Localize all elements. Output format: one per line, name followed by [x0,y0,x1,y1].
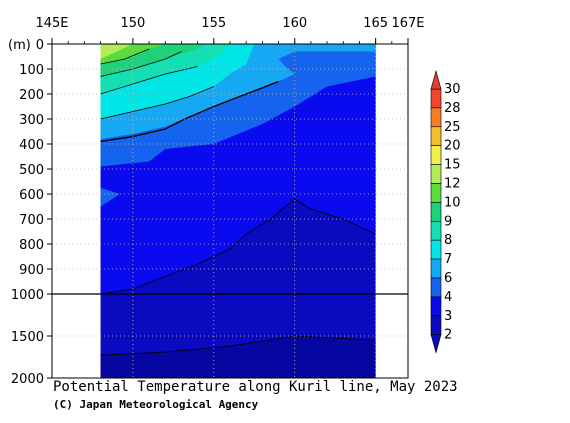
y-tick-label: 0 [36,38,44,53]
colorbar-label: 10 [444,195,461,210]
colorbar-label: 3 [444,309,452,324]
colorbar-label: 8 [444,233,452,248]
contour-line [100,86,214,120]
colorbar-swatch-9-10 [430,202,442,222]
colorbar-swatch-7-8 [430,239,442,260]
colorbar: 30 28 25 20 15 12 10 9 8 7 6 4 3 2 [430,69,461,354]
axes: 145E 150 155 160 165 167E 0 100 200 300 400 500 600 7… [8,16,425,387]
y-tick-label: 400 [19,138,44,153]
colorbar-label: 20 [444,139,461,154]
colorbar-label: 28 [444,101,461,116]
contour-fill-layer [100,44,376,378]
y-tick-label: 800 [19,238,44,253]
y-tick-label: 900 [19,263,44,278]
y-tick-label: 600 [19,188,44,203]
contour-region-12-15 [100,44,133,59]
colorbar-swatch-20-25 [430,126,442,147]
colorbar-label: 7 [444,252,452,267]
colorbar-swatch-15-20 [430,145,442,165]
colorbar-swatch-12-15 [430,164,442,184]
colorbar-swatch-3-4 [430,296,442,317]
contour-line [100,66,198,95]
contour-line [100,48,150,65]
colorbar-label: 12 [444,177,461,192]
depth-unit-label: (m) [8,38,31,53]
contour-line [100,51,182,77]
y-tick-label: 200 [19,88,44,103]
contour-region-6-7 [294,44,376,52]
colorbar-label: 25 [444,120,461,135]
colorbar-swatch-28-30 [430,88,442,109]
x-tick-label: 155 [201,16,226,31]
colorbar-swatch-10-12 [430,183,442,203]
chart-credit: (C) Japan Meteorological Agency [53,398,259,411]
x-tick-label: 165 [363,16,388,31]
colorbar-label: 2 [444,328,452,343]
y-tick-label: 300 [19,113,44,128]
colorbar-top-arrow [430,69,442,90]
colorbar-swatch-8-9 [430,221,442,241]
chart-title: Potential Temperature along Kuril line, … [53,379,458,395]
colorbar-label: 6 [444,271,452,286]
y-tick-label: 100 [19,63,44,78]
x-tick-label: 160 [282,16,307,31]
y-tick-label: 2000 [11,372,44,387]
colorbar-bottom-arrow [430,334,442,354]
x-tick-label: 150 [120,16,145,31]
contour-line [100,335,376,356]
x-tick-label: 167E [391,16,424,31]
contour-line [100,198,376,295]
y-tick-label: 1000 [11,288,44,303]
colorbar-swatch-6-7 [430,258,442,279]
y-tick-label: 700 [19,213,44,228]
contour-region-4-6 [100,187,120,207]
colorbar-label: 15 [444,158,461,173]
y-tick-label: 500 [19,163,44,178]
x-tick-label: 145E [35,16,68,31]
colorbar-swatch-2-3 [430,315,442,335]
contour-region-deep [100,336,376,378]
colorbar-label: 30 [444,82,461,97]
colorbar-swatch-4-6 [430,277,442,298]
colorbar-label: 9 [444,214,452,229]
y-tick-label: 1500 [11,330,44,345]
colorbar-swatch-25-28 [430,107,442,128]
colorbar-label: 4 [444,290,452,305]
